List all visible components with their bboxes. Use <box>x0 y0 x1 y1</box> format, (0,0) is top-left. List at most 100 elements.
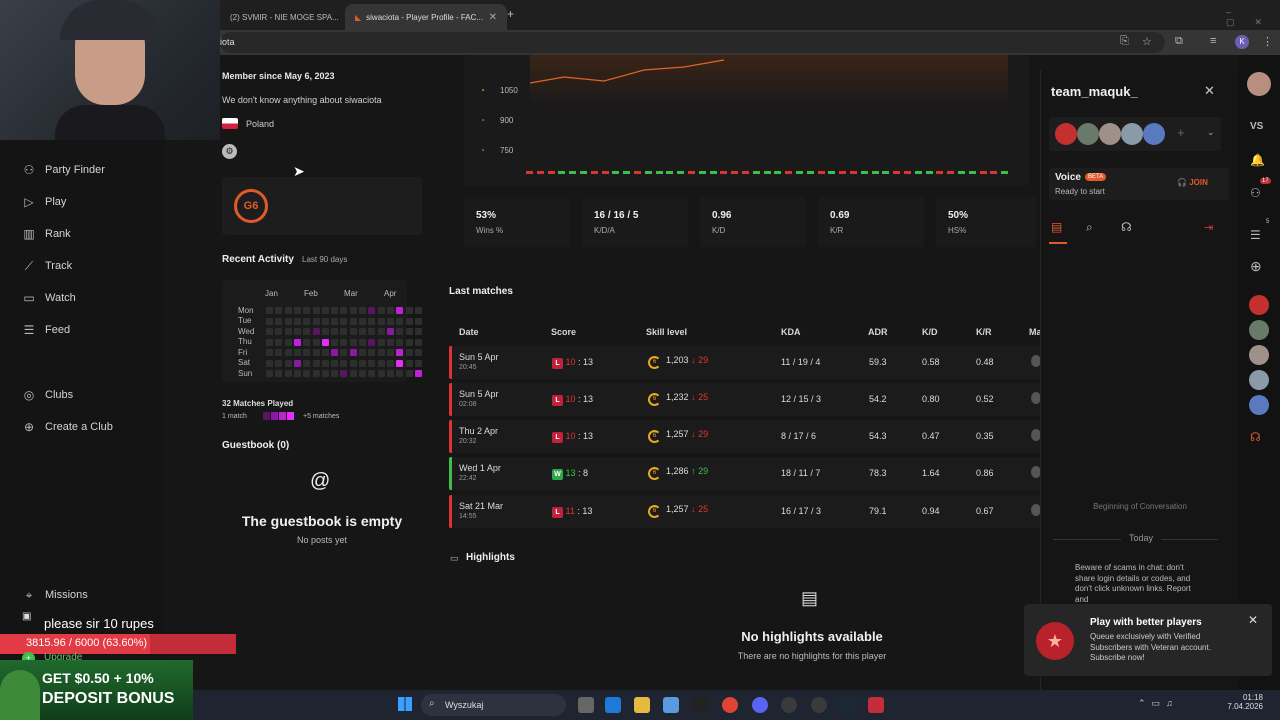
close-icon[interactable]: ✕ <box>1248 613 1259 627</box>
heatmap-cell[interactable] <box>331 370 339 377</box>
tab-player-profile[interactable]: ◣ siwaciota - Player Profile - FAC... ✕ <box>345 4 507 30</box>
heatmap-cell[interactable] <box>377 307 385 314</box>
heatmap-cell[interactable] <box>331 317 339 325</box>
heatmap-cell[interactable] <box>349 328 357 335</box>
heatmap-cell[interactable] <box>414 317 422 325</box>
heatmap-cell[interactable] <box>293 307 301 314</box>
heatmap-cell[interactable] <box>368 359 376 367</box>
steam-taskbar-icon[interactable] <box>839 697 855 713</box>
nav-clubs[interactable]: ◎ Clubs <box>22 385 73 405</box>
heatmap-cell[interactable] <box>312 338 320 346</box>
taskbar-search[interactable]: ⌕ Wyszukaj <box>421 694 566 716</box>
heatmap-cell[interactable] <box>396 349 404 356</box>
col-kr[interactable]: K/R <box>976 327 992 337</box>
heatmap-cell[interactable] <box>284 317 292 325</box>
heatmap-cell[interactable] <box>396 359 404 367</box>
col-date[interactable]: Date <box>459 327 479 337</box>
tab-svmir[interactable]: (2) SVMIR - NIE MOGE SPA...✕ <box>220 4 340 30</box>
heatmap-cell[interactable] <box>368 338 376 346</box>
heatmap-cell[interactable] <box>284 338 292 346</box>
col-score[interactable]: Score <box>551 327 577 337</box>
heatmap-cell[interactable] <box>340 338 348 346</box>
windows-start-icon[interactable] <box>398 697 412 711</box>
heatmap-cell[interactable] <box>340 328 348 335</box>
heatmap-cell[interactable] <box>266 338 273 346</box>
heatmap-cell[interactable] <box>275 359 283 367</box>
profile-avatar[interactable]: K <box>1235 35 1249 49</box>
heatmap-cell[interactable] <box>340 317 348 325</box>
heatmap-cell[interactable] <box>321 359 329 367</box>
heatmap-cell[interactable] <box>386 338 394 346</box>
heatmap-cell[interactable] <box>284 370 292 377</box>
heatmap-cell[interactable] <box>340 349 348 356</box>
chat-tab-icon[interactable]: ▤ <box>1051 220 1063 234</box>
heatmap-cell[interactable] <box>377 338 385 346</box>
heatmap-cell[interactable] <box>303 349 311 356</box>
heatmap-cell[interactable] <box>275 317 283 325</box>
col-kd[interactable]: K/D <box>922 327 938 337</box>
member-avatar[interactable] <box>1077 123 1099 145</box>
close-icon[interactable]: ✕ <box>339 12 340 23</box>
heatmap-cell[interactable] <box>266 317 273 325</box>
heatmap-cell[interactable] <box>386 370 394 377</box>
friend-avatar[interactable] <box>1249 345 1269 365</box>
party-icon[interactable]: ☰ <box>1250 228 1261 242</box>
taskbar-clock[interactable]: 01:18 7.04.2026 <box>1193 693 1263 711</box>
heatmap-cell[interactable] <box>321 317 329 325</box>
join-voice-button[interactable]: 🎧 JOIN <box>1177 178 1208 187</box>
heatmap-cell[interactable] <box>396 307 404 314</box>
heatmap-cell[interactable] <box>275 338 283 346</box>
heatmap-cell[interactable] <box>321 338 329 346</box>
heatmap-cell[interactable] <box>312 349 320 356</box>
heatmap-cell[interactable] <box>293 359 301 367</box>
heatmap-cell[interactable] <box>275 307 283 314</box>
heatmap-cell[interactable] <box>293 370 301 377</box>
heatmap-cell[interactable] <box>359 349 366 356</box>
friend-avatar[interactable] <box>1249 320 1269 340</box>
heatmap-cell[interactable] <box>359 328 366 335</box>
member-avatar[interactable] <box>1099 123 1121 145</box>
heatmap-cell[interactable] <box>331 359 339 367</box>
heatmap-cell[interactable] <box>312 359 320 367</box>
heatmap-cell[interactable] <box>284 307 292 314</box>
heatmap-cell[interactable] <box>312 307 320 314</box>
nav-missions[interactable]: ⌖ Missions <box>22 585 88 605</box>
table-row[interactable]: Sun 5 Apr 02:08 L 10 : 13 6 1,232 ↓ 25 12 / … <box>449 383 1041 416</box>
heatmap-cell[interactable] <box>303 359 311 367</box>
heatmap-cell[interactable] <box>414 307 422 314</box>
nav-watch[interactable]: ▭ Watch <box>22 288 75 308</box>
heatmap-cell[interactable] <box>386 328 394 335</box>
heatmap-cell[interactable] <box>414 338 422 346</box>
nav-create-club[interactable]: ⊕ Create a Club <box>22 417 113 437</box>
heatmap-cell[interactable] <box>331 307 339 314</box>
heatmap-cell[interactable] <box>340 370 348 377</box>
heatmap-cell[interactable] <box>396 317 404 325</box>
vs-button[interactable]: VS <box>1250 121 1264 132</box>
heatmap-cell[interactable] <box>396 338 404 346</box>
user-avatar[interactable] <box>1247 72 1271 96</box>
chrome-icon[interactable] <box>722 697 738 713</box>
heatmap-cell[interactable] <box>414 328 422 335</box>
heatmap-cell[interactable] <box>275 349 283 356</box>
g6-badge-icon[interactable]: G6 <box>234 189 268 223</box>
extensions-icon[interactable]: ⧉ <box>1175 35 1183 47</box>
heatmap-cell[interactable] <box>303 317 311 325</box>
nav-play[interactable]: ▷ Play <box>22 192 66 212</box>
faceit-app-icon[interactable] <box>692 697 708 713</box>
member-avatar[interactable] <box>1143 123 1165 145</box>
heatmap-cell[interactable] <box>359 359 366 367</box>
heatmap-cell[interactable] <box>266 359 273 367</box>
headphones-icon[interactable]: ☊ <box>1121 220 1132 234</box>
menu-icon[interactable]: ⋮ <box>1262 36 1273 48</box>
table-row[interactable]: Sat 21 Mar 14:55 L 11 : 13 6 1,257 ↓ 25 16 /… <box>449 495 1041 528</box>
nav-track[interactable]: ⟋ Track <box>22 256 72 276</box>
bookmark-icon[interactable]: ☆ <box>1142 36 1152 48</box>
heatmap-cell[interactable] <box>359 370 366 377</box>
table-row[interactable]: Thu 2 Apr 20:32 L 10 : 13 6 1,257 ↓ 29 8 / 1… <box>449 420 1041 453</box>
heatmap-cell[interactable] <box>331 349 339 356</box>
heatmap-cell[interactable] <box>266 349 273 356</box>
col-skill-level[interactable]: Skill level <box>646 327 688 337</box>
new-tab-icon[interactable]: + <box>507 7 515 21</box>
heatmap-cell[interactable] <box>284 349 292 356</box>
outlook-icon[interactable] <box>605 697 621 713</box>
